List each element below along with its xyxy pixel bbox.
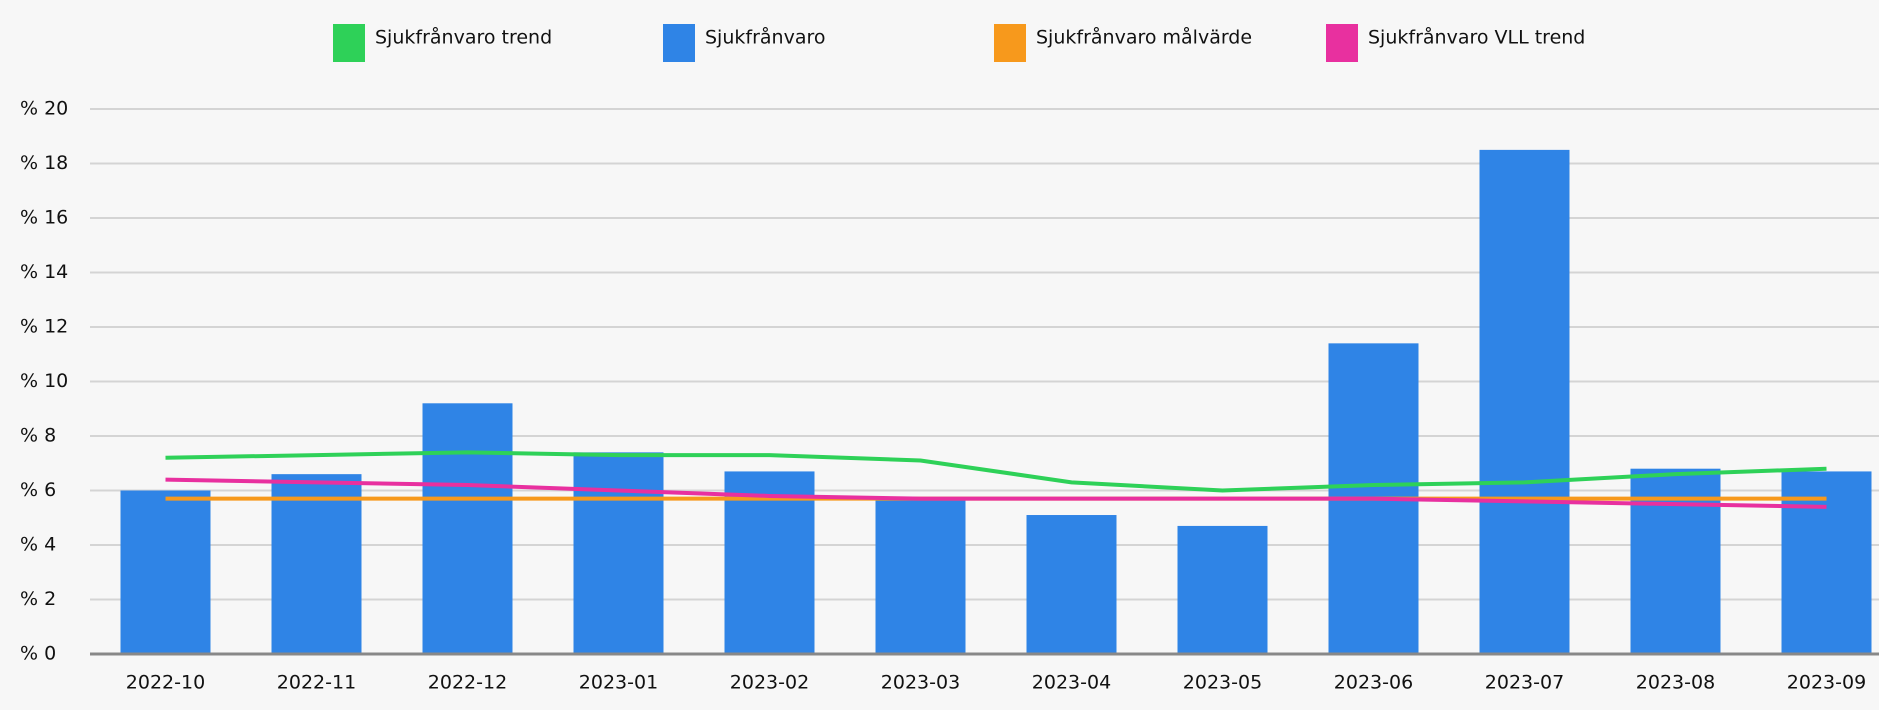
x-tick-label: 2023-01 (579, 672, 658, 694)
y-tick-label: % 14 (20, 261, 68, 283)
bar (1177, 525, 1268, 654)
x-tick-label: 2023-07 (1485, 672, 1564, 694)
legend-label: Sjukfrånvaro VLL trend (1368, 26, 1585, 49)
y-tick-label: % 16 (20, 207, 68, 229)
legend-swatch (333, 24, 365, 62)
legend-swatch (663, 24, 695, 62)
x-tick-label: 2022-11 (277, 672, 356, 694)
legend-swatch (994, 24, 1026, 62)
x-tick-label: 2023-05 (1183, 672, 1262, 694)
y-tick-label: % 2 (20, 588, 56, 610)
bar (1630, 468, 1721, 654)
legend-label: Sjukfrånvaro trend (375, 26, 552, 49)
y-tick-label: % 4 (20, 534, 56, 556)
y-tick-label: % 20 (20, 98, 68, 120)
bar (573, 452, 664, 654)
y-tick-label: % 0 (20, 643, 56, 665)
y-tick-label: % 18 (20, 152, 68, 174)
x-tick-label: 2023-04 (1032, 672, 1111, 694)
y-tick-label: % 8 (20, 425, 56, 447)
bar (724, 471, 815, 654)
y-tick-label: % 10 (20, 370, 68, 392)
x-tick-label: 2022-10 (126, 672, 205, 694)
y-tick-label: % 12 (20, 316, 68, 338)
x-tick-label: 2023-06 (1334, 672, 1413, 694)
trend-line (165, 450, 1827, 493)
legend-label: Sjukfrånvaro (705, 26, 825, 49)
x-tick-label: 2023-08 (1636, 672, 1715, 694)
bar (875, 498, 966, 654)
bar (1026, 515, 1117, 654)
x-tick-label: 2023-09 (1787, 672, 1866, 694)
x-tick-label: 2023-02 (730, 672, 809, 694)
bar (1479, 149, 1570, 654)
legend-label: Sjukfrånvaro målvärde (1036, 26, 1252, 49)
legend-swatch (1326, 24, 1358, 62)
y-tick-label: % 6 (20, 479, 56, 501)
x-tick-label: 2022-12 (428, 672, 507, 694)
bar (422, 403, 513, 654)
bar (1781, 471, 1872, 654)
trend-line (165, 477, 1827, 509)
x-tick-label: 2023-03 (881, 672, 960, 694)
bar (271, 474, 362, 654)
bar (120, 490, 211, 654)
